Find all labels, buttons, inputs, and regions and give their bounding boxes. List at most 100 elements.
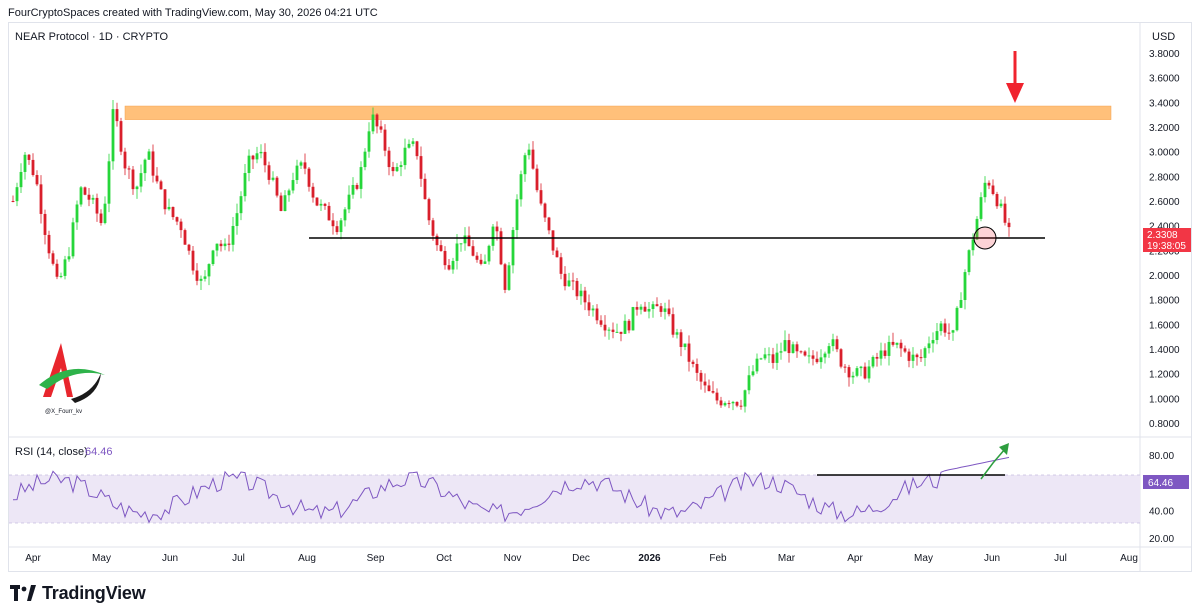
candle-body — [179, 221, 183, 231]
candle-body — [359, 167, 363, 189]
candle-body — [407, 143, 411, 148]
candle-body — [627, 320, 631, 331]
candle-body — [71, 222, 75, 257]
candle-body — [671, 314, 675, 335]
candle-body — [151, 151, 155, 176]
price-tick-label: 1.4000 — [1149, 345, 1180, 356]
chart-svg[interactable]: NEAR Protocol · 1D · CRYPTO USD RSI (14,… — [9, 23, 1191, 571]
candle-body — [779, 351, 783, 353]
candle-body — [299, 162, 303, 166]
brand-name: TradingView — [42, 582, 146, 603]
candle-body — [331, 220, 335, 227]
candle-body — [111, 109, 115, 162]
candle-body — [843, 366, 847, 368]
candle-body — [351, 184, 355, 195]
candle-body — [835, 339, 839, 350]
time-tick-label: May — [92, 553, 111, 564]
candle-body — [411, 141, 415, 144]
time-tick-label: Aug — [298, 553, 316, 564]
candle-body — [259, 151, 263, 154]
candle-body — [711, 391, 715, 393]
candle-body — [603, 324, 607, 331]
candle-body — [967, 250, 971, 273]
candle-body — [263, 151, 267, 166]
candle-body — [123, 151, 127, 169]
candle-body — [555, 250, 559, 258]
price-tick-label: 1.6000 — [1149, 320, 1180, 331]
candle-body — [563, 273, 567, 287]
candle-body — [315, 197, 319, 206]
candle-body — [143, 159, 147, 174]
candle-body — [855, 368, 859, 376]
candle-body — [579, 290, 583, 297]
candle-body — [487, 245, 491, 262]
candle-body — [155, 175, 159, 182]
candle-body — [543, 203, 547, 218]
candle-body — [255, 153, 259, 160]
candle-body — [915, 354, 919, 358]
time-tick-label: Apr — [847, 553, 863, 564]
price-tick-label: 3.0000 — [1149, 148, 1180, 159]
candle-body — [519, 174, 523, 200]
rsi-band — [9, 475, 1140, 523]
candle-body — [135, 186, 139, 190]
candle-body — [875, 356, 879, 359]
candle-body — [163, 189, 167, 210]
candle-body — [423, 178, 427, 200]
candle-body — [95, 197, 99, 214]
candle-body — [831, 339, 835, 347]
candle-body — [591, 308, 595, 311]
candle-body — [211, 250, 215, 265]
candle-body — [103, 203, 107, 224]
candle-body — [611, 329, 615, 332]
candle-body — [659, 306, 663, 312]
chart-area[interactable]: NEAR Protocol · 1D · CRYPTO USD RSI (14,… — [8, 22, 1192, 572]
candle-body — [963, 272, 967, 301]
candle-body — [923, 348, 927, 358]
candle-body — [771, 354, 775, 363]
candle-body — [319, 203, 323, 206]
last-price-value: 2.3308 — [1147, 230, 1178, 241]
price-tick-label: 3.4000 — [1149, 98, 1180, 109]
candle-body — [283, 195, 287, 211]
candle-body — [435, 235, 439, 246]
time-tick-label: Dec — [572, 553, 590, 564]
candle-body — [239, 196, 243, 214]
price-axis[interactable]: 3.8000 3.6000 3.4000 3.2000 3.0000 2.8000 2.60… — [1149, 49, 1180, 430]
candle-body — [815, 358, 819, 363]
candle-body — [491, 226, 495, 246]
time-axis[interactable]: Apr May Jun Jul Aug Sep Oct Nov Dec 2026 Feb Mar Apr… — [25, 553, 1138, 564]
candle-body — [807, 355, 811, 357]
candle-body — [891, 341, 895, 345]
candle-body — [651, 304, 655, 309]
candle-body — [723, 403, 727, 406]
candle-body — [531, 149, 535, 169]
candle-body — [739, 405, 743, 407]
candle-body — [547, 217, 551, 231]
candle-body — [951, 330, 955, 333]
footer-brand: TradingView — [10, 582, 146, 604]
candle-body — [175, 217, 179, 222]
candle-body — [811, 355, 815, 359]
candle-body — [551, 230, 555, 251]
candle-body — [375, 114, 379, 127]
candle-body — [907, 351, 911, 361]
candle-body — [219, 243, 223, 247]
candle-body — [827, 346, 831, 354]
candle-body — [719, 400, 723, 406]
candle-body — [483, 261, 487, 264]
candle-body — [271, 177, 275, 180]
time-tick-label: Jun — [162, 553, 178, 564]
candle-body — [799, 351, 803, 353]
price-tick-label: 2.6000 — [1149, 197, 1180, 208]
candle-body — [147, 151, 151, 160]
candle-body — [699, 372, 703, 382]
candle-body — [795, 344, 799, 352]
rsi-value-header: 64.46 — [85, 446, 113, 458]
candle-body — [395, 166, 399, 172]
last-price-label: 2.3308 19:38:05 — [1143, 228, 1191, 252]
candle-body — [27, 154, 31, 160]
candle-body — [707, 385, 711, 392]
candle-body — [911, 354, 915, 361]
